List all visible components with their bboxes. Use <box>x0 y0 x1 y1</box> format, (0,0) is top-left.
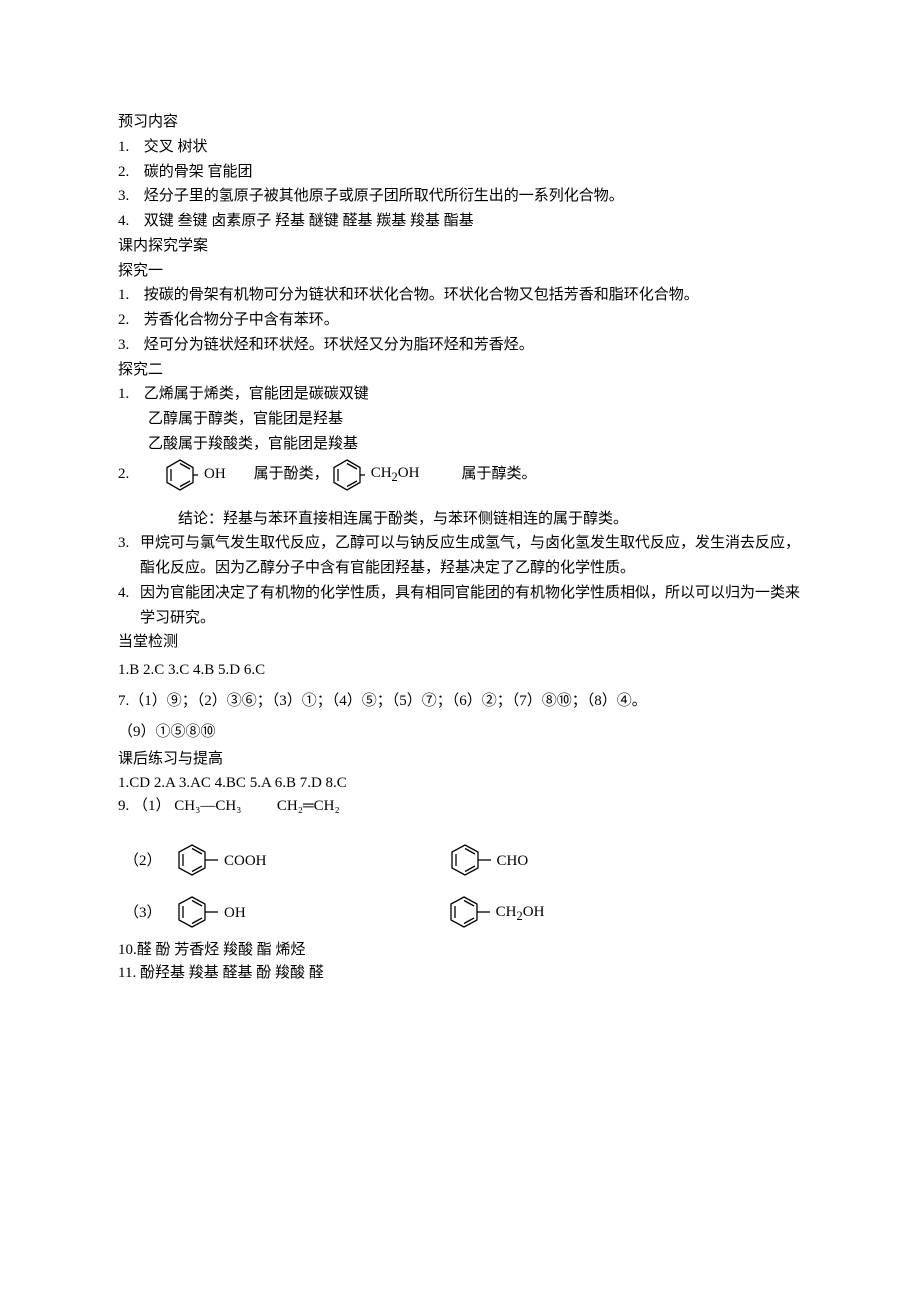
explore1-item-1: 1. 按碳的骨架有机物可分为链状和环状化合物。环状化合物又包括芳香和脂环化合物。 <box>118 283 802 308</box>
text: 芳香化合物分子中含有苯环。 <box>144 312 339 328</box>
preview-item-2: 2. 碳的骨架 官能团 <box>118 160 802 185</box>
text: 烃可分为链状烃和环状烃。环状烃又分为脂环烃和芳香烃。 <box>144 337 534 353</box>
num: 1. <box>118 283 140 308</box>
explore2-item-1c: 乙酸属于羧酸类，官能团是羧基 <box>118 432 802 457</box>
num: 4. <box>118 581 140 631</box>
num: 2. <box>118 160 140 185</box>
explore1-item-3: 3. 烃可分为链状烃和环状烃。环状烃又分为脂环烃和芳香烃。 <box>118 333 802 358</box>
benzene-ring-icon <box>162 457 198 493</box>
hw-q11: 11. 酚羟基 羧基 醛基 酚 羧酸 醛 <box>118 962 802 985</box>
explore2-item-2: 2. OH 属于酚类， CH2OH 属于醇类。 <box>118 457 802 493</box>
explore2-item-1b: 乙醇属于醇类，官能团是羟基 <box>118 407 802 432</box>
part-label: （2） <box>118 849 174 874</box>
num: 3. <box>118 531 140 581</box>
num: 2. <box>118 308 140 333</box>
preview-item-3: 3. 烃分子里的氢原子被其他原子或原子团所取代所衍生出的一系列化合物。 <box>118 184 802 209</box>
text: 因为官能团决定了有机物的化学性质，具有相同官能团的有机物化学性质相似，所以可以归… <box>140 581 802 631</box>
preview-item-1: 1. 交叉 树状 <box>118 135 802 160</box>
num: 9. <box>118 798 129 814</box>
num: 4. <box>118 209 140 234</box>
num: 1. <box>118 135 140 160</box>
num: 2. <box>118 462 140 487</box>
text: 碳的骨架 官能团 <box>144 164 253 180</box>
explore2-item-1a: 1. 乙烯属于烯类，官能团是碳碳双键 <box>118 382 802 407</box>
explore1-item-2: 2. 芳香化合物分子中含有苯环。 <box>118 308 802 333</box>
explore2-item-4: 4. 因为官能团决定了有机物的化学性质，具有相同官能团的有机物化学性质相似，所以… <box>118 581 802 631</box>
hw-line-1: 1.CD 2.A 3.AC 4.BC 5.A 6.B 7.D 8.C <box>118 772 802 795</box>
benzene-ring-icon <box>446 893 496 933</box>
part-label: （1） <box>133 798 171 814</box>
formula-ethene: CH₂═CH₂ <box>277 798 340 814</box>
hw-q9-2: （2） COOH CHO <box>118 835 802 887</box>
benzene-ring-icon <box>329 457 365 493</box>
quiz-line-2: 7.（1）⑨；（2）③⑥；（3）①；（4）⑤；（5）⑦；（6）②；（7）⑧⑩；（… <box>118 686 802 717</box>
phenol-class: 属于酚类， <box>254 462 329 487</box>
part-label: （3） <box>118 901 174 926</box>
formula-benzoic-acid: COOH <box>224 849 267 874</box>
hw-q9-3: （3） OH CH2OH <box>118 887 802 939</box>
benzene-ring-icon <box>174 841 224 881</box>
section-title-preview: 预习内容 <box>118 110 802 135</box>
formula-benzaldehyde: CHO <box>497 849 529 874</box>
benzyl-label: CH2OH <box>371 461 420 488</box>
benzene-ring-icon <box>174 893 224 933</box>
section-title-quiz: 当堂检测 <box>118 630 802 655</box>
formula-ethane: CH₃—CH₃ <box>174 798 241 814</box>
preview-item-4: 4. 双键 叁键 卤素原子 羟基 醚键 醛基 羰基 羧基 酯基 <box>118 209 802 234</box>
section-title-explore: 课内探究学案 <box>118 234 802 259</box>
text: 甲烷可与氯气发生取代反应，乙醇可以与钠反应生成氢气，与卤化氢发生取代反应，发生消… <box>140 531 802 581</box>
text: 交叉 树状 <box>144 139 208 155</box>
quiz-line-1: 1.B 2.C 3.C 4.B 5.D 6.C <box>118 655 802 686</box>
formula-benzyl-alcohol: CH2OH <box>496 900 545 927</box>
explore2-item-3: 3. 甲烷可与氯气发生取代反应，乙醇可以与钠反应生成氢气，与卤化氢发生取代反应，… <box>118 531 802 581</box>
explore1-title: 探究一 <box>118 259 802 284</box>
explore2-conclusion: 结论：羟基与苯环直接相连属于酚类，与苯环侧链相连的属于醇类。 <box>118 507 802 532</box>
section-title-hw: 课后练习与提高 <box>118 747 802 772</box>
text: 乙烯属于烯类，官能团是碳碳双键 <box>144 386 369 402</box>
num: 1. <box>118 382 140 407</box>
num: 3. <box>118 184 140 209</box>
hw-q9-1: 9. （1） CH₃—CH₃ CH₂═CH₂ <box>118 795 802 818</box>
hw-q10: 10.醛 酚 芳香烃 羧酸 酯 烯烃 <box>118 939 802 962</box>
benzyl-class: 属于醇类。 <box>461 462 536 487</box>
text: 烃分子里的氢原子被其他原子或原子团所取代所衍生出的一系列化合物。 <box>144 188 624 204</box>
phenol-label: OH <box>204 462 226 487</box>
num: 3. <box>118 333 140 358</box>
benzene-ring-icon <box>447 841 497 881</box>
formula-phenol: OH <box>224 901 246 926</box>
quiz-line-3: （9）①⑤⑧⑩ <box>118 717 802 748</box>
explore2-title: 探究二 <box>118 358 802 383</box>
text: 按碳的骨架有机物可分为链状和环状化合物。环状化合物又包括芳香和脂环化合物。 <box>144 287 699 303</box>
text: 双键 叁键 卤素原子 羟基 醚键 醛基 羰基 羧基 酯基 <box>144 213 474 229</box>
